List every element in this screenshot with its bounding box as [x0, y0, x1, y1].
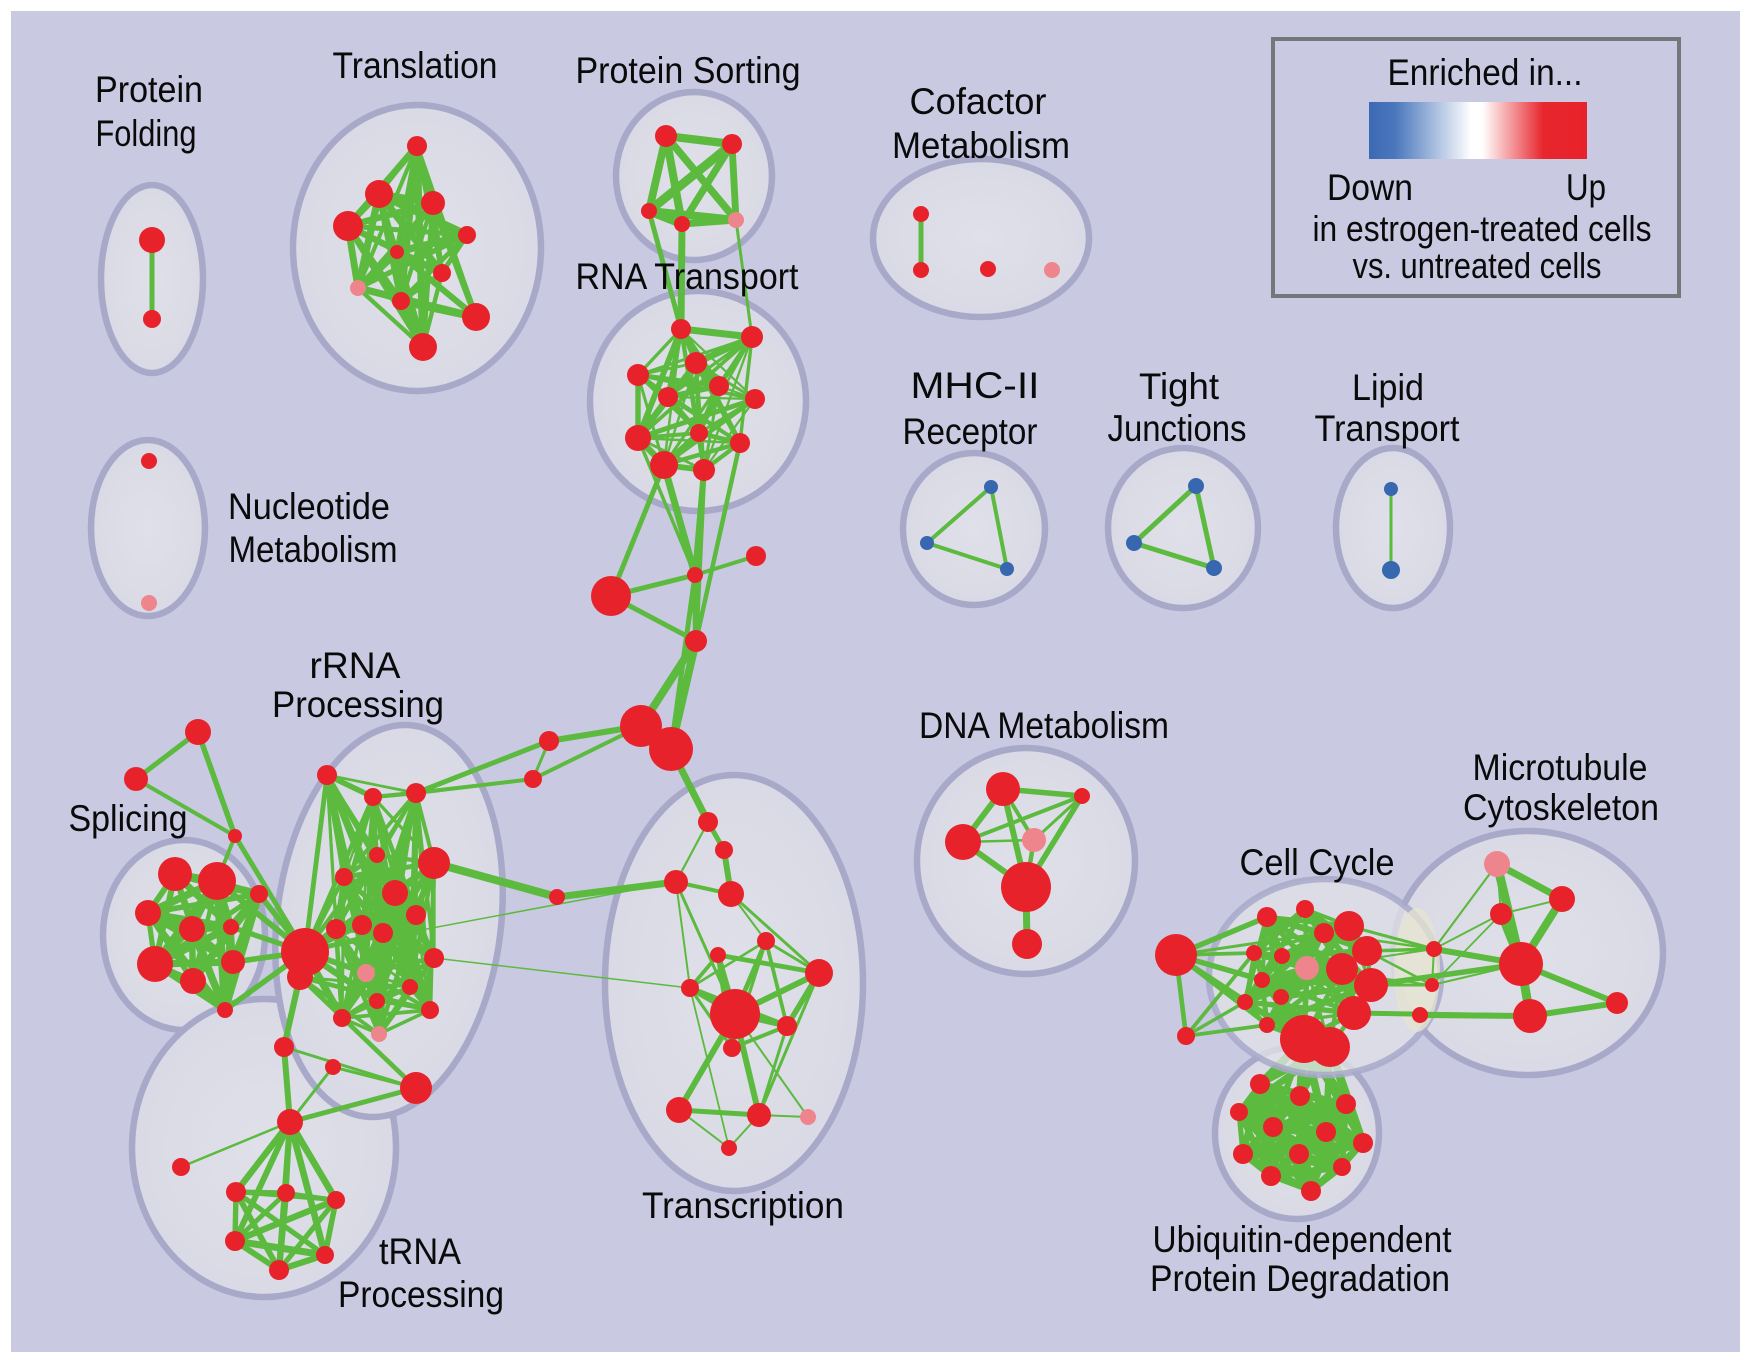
svg-text:Protein Degradation: Protein Degradation	[1150, 1258, 1450, 1299]
svg-text:Ubiquitin-dependent: Ubiquitin-dependent	[1153, 1219, 1453, 1260]
svg-text:MHC-II: MHC-II	[911, 365, 1040, 406]
svg-text:Protein Sorting: Protein Sorting	[576, 50, 801, 91]
svg-text:in estrogen-treated cells: in estrogen-treated cells	[1313, 208, 1652, 249]
svg-text:Cofactor: Cofactor	[910, 81, 1047, 122]
svg-text:Junctions: Junctions	[1108, 408, 1247, 449]
svg-text:Splicing: Splicing	[69, 798, 188, 839]
svg-text:Cytoskeleton: Cytoskeleton	[1463, 787, 1659, 828]
svg-text:tRNA: tRNA	[379, 1231, 461, 1272]
svg-text:Processing: Processing	[338, 1274, 504, 1315]
svg-text:Microtubule: Microtubule	[1473, 747, 1648, 788]
svg-text:Tight: Tight	[1139, 366, 1220, 407]
svg-text:vs. untreated cells: vs. untreated cells	[1353, 245, 1602, 286]
svg-text:Down: Down	[1327, 167, 1413, 208]
svg-text:Cell Cycle: Cell Cycle	[1240, 842, 1395, 883]
svg-text:RNA Transport: RNA Transport	[576, 256, 800, 297]
svg-text:Lipid: Lipid	[1352, 367, 1424, 408]
svg-text:Processing: Processing	[272, 684, 444, 725]
svg-text:Transport: Transport	[1315, 408, 1461, 449]
svg-text:Protein: Protein	[95, 69, 203, 110]
svg-text:Transcription: Transcription	[642, 1185, 844, 1226]
svg-text:Enriched in...: Enriched in...	[1388, 52, 1583, 93]
svg-text:Metabolism: Metabolism	[229, 529, 398, 570]
svg-text:Folding: Folding	[96, 113, 197, 154]
svg-text:rRNA: rRNA	[310, 645, 401, 686]
svg-text:Metabolism: Metabolism	[892, 125, 1070, 166]
svg-text:Nucleotide: Nucleotide	[228, 486, 390, 527]
svg-text:Translation: Translation	[333, 45, 498, 86]
svg-text:Up: Up	[1566, 167, 1606, 208]
svg-text:DNA Metabolism: DNA Metabolism	[919, 705, 1169, 746]
svg-text:Receptor: Receptor	[903, 411, 1038, 452]
